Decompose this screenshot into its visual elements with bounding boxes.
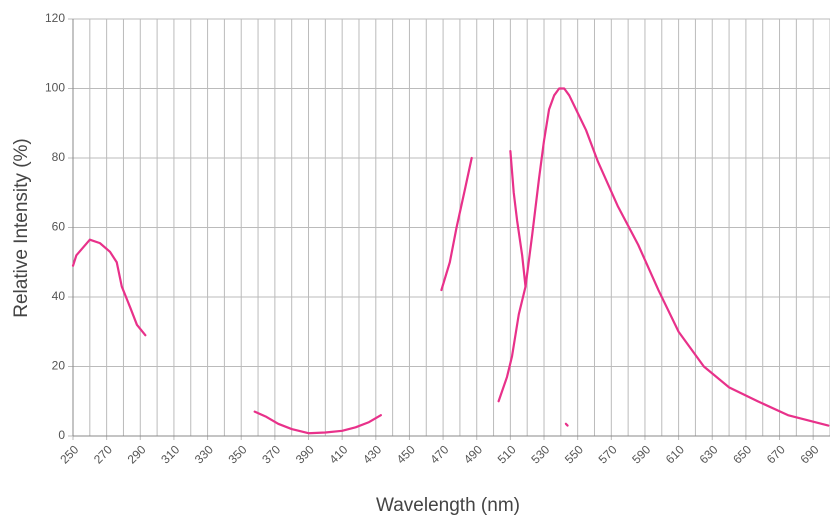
y-tick-label: 60 xyxy=(52,220,66,234)
line-series xyxy=(509,149,527,288)
x-tick-label: 370 xyxy=(259,442,283,466)
x-tick-label: 430 xyxy=(360,442,384,466)
y-tick-label: 20 xyxy=(52,359,66,373)
line-series xyxy=(564,422,569,427)
line-series xyxy=(497,87,830,427)
y-tick-label: 0 xyxy=(58,428,65,442)
x-tick-label: 590 xyxy=(629,442,653,466)
x-tick-label: 450 xyxy=(394,442,418,466)
x-axis-title: Wavelength (nm) xyxy=(376,495,520,516)
x-tick-label: 270 xyxy=(91,442,115,466)
x-tick-label: 410 xyxy=(326,442,350,466)
x-tick-label: 570 xyxy=(596,442,620,466)
x-tick-label: 250 xyxy=(57,442,81,466)
y-tick-label: 40 xyxy=(52,289,66,303)
x-tick-label: 390 xyxy=(293,442,317,466)
line-series xyxy=(253,410,382,435)
x-tick-label: 610 xyxy=(663,442,687,466)
x-tick-label: 330 xyxy=(192,442,216,466)
x-tick-label: 310 xyxy=(158,442,182,466)
line-series xyxy=(71,238,147,337)
x-tick-label: 530 xyxy=(528,442,552,466)
x-tick-label: 550 xyxy=(562,442,586,466)
x-tick-label: 690 xyxy=(797,442,821,466)
x-tick-label: 290 xyxy=(125,442,149,466)
x-tick-label: 470 xyxy=(427,442,451,466)
y-tick-label: 120 xyxy=(45,11,65,25)
y-tick-label: 100 xyxy=(45,81,65,95)
x-tick-label: 670 xyxy=(764,442,788,466)
x-tick-label: 510 xyxy=(495,442,519,466)
line-series xyxy=(440,156,473,292)
x-tick-label: 650 xyxy=(730,442,754,466)
x-tick-label: 630 xyxy=(697,442,721,466)
x-tick-label: 490 xyxy=(461,442,485,466)
y-axis-title: Relative Intensity (%) xyxy=(11,138,32,318)
y-tick-label: 80 xyxy=(52,150,66,164)
x-tick-label: 350 xyxy=(226,442,250,466)
